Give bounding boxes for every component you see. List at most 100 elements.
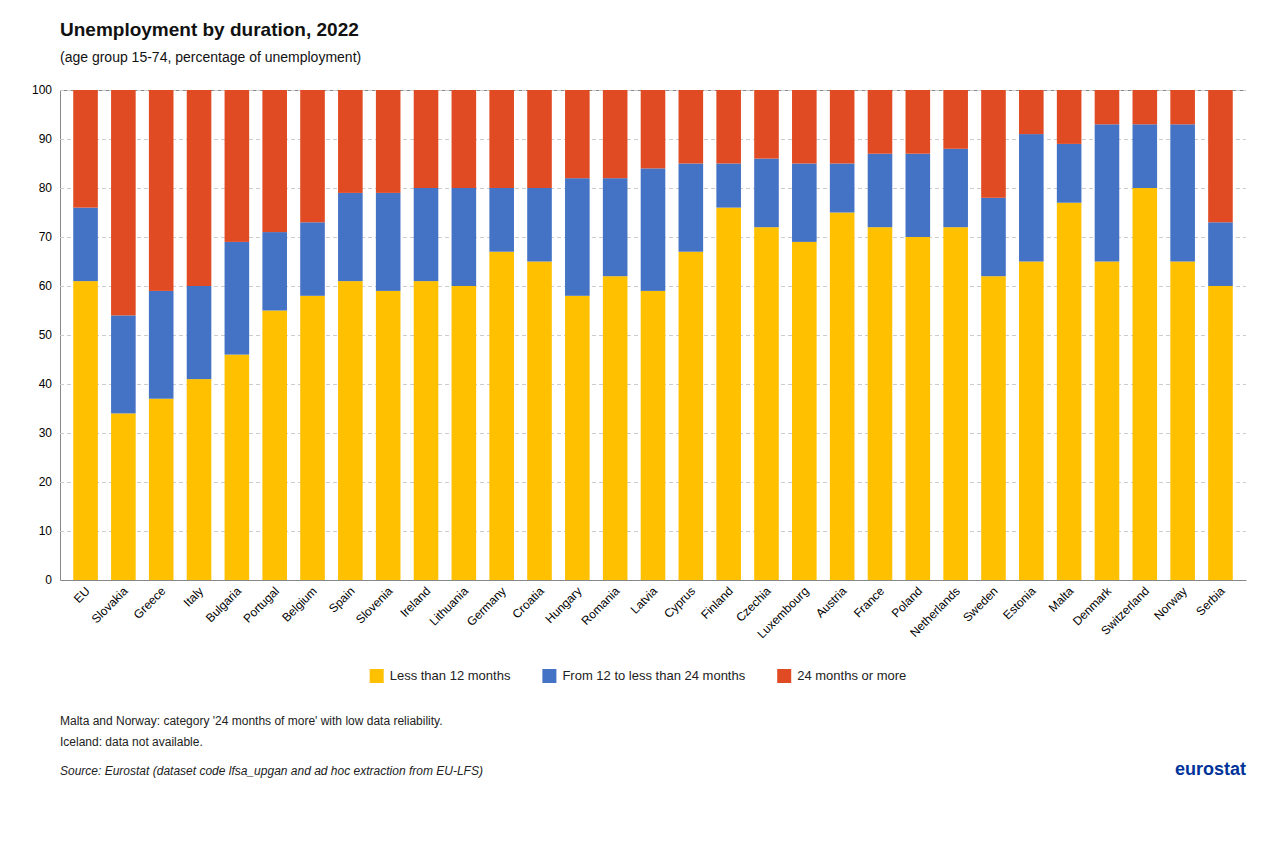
legend-label: 24 months or more [797,668,906,683]
bar [565,90,590,178]
bar [868,154,893,228]
x-tick-label: Spain [326,584,358,616]
bar [603,90,628,178]
bar [187,379,212,580]
bar [792,242,817,580]
y-tick-label: 60 [39,279,53,293]
bar [111,413,136,580]
x-tick: Malta [1046,580,1077,615]
bar [792,164,817,242]
y-tick-label: 10 [39,524,53,538]
bar [300,222,325,295]
y-tick-label: 100 [32,83,52,97]
x-tick: Austria [813,580,850,620]
x-tick: Estonia [1000,580,1038,622]
x-axis: EUSlovakiaGreeceItalyBulgariaPortugalBel… [61,580,1247,641]
legend: Less than 12 months From 12 to less than … [370,668,907,683]
title: Unemployment by duration, 2022 [60,19,359,40]
bar [1133,124,1158,188]
x-tick-label: Croatia [509,584,546,621]
legend-swatch [370,669,384,683]
bar [641,291,666,580]
y-tick-label: 90 [39,132,53,146]
axis-domain [61,91,1247,581]
bar [338,281,363,580]
x-tick: Romania [579,580,623,628]
x-tick: Germany [464,580,509,629]
x-tick: Portugal [240,580,282,626]
bar [1095,124,1120,261]
x-tick: Slovakia [89,580,131,626]
bar [73,208,98,282]
legend-label: Less than 12 months [390,668,511,683]
x-tick: Lithuania [427,580,472,628]
x-tick-label: Greece [131,584,169,622]
bar [1208,90,1233,222]
bar [225,90,250,242]
bar [754,159,779,228]
bar [943,90,968,149]
bar [1170,124,1195,261]
x-tick: Spain [326,580,358,616]
x-tick-label: France [851,584,888,621]
grid-line [60,580,1246,581]
x-tick: Cyprus [661,580,698,621]
x-tick-label: Cyprus [661,584,698,621]
bar [1095,262,1120,581]
footnote: Iceland: data not available. [60,735,203,749]
x-tick: Ireland [397,580,433,620]
x-tick: Belgium [279,580,320,625]
bar [754,90,779,159]
x-tick: Switzerland [1098,580,1152,638]
bar [376,291,401,580]
bar [187,90,212,286]
bar [111,90,136,315]
x-tick-label: Slovenia [353,584,396,627]
bar [414,281,439,580]
bar [565,296,590,580]
legend-item: From 12 to less than 24 months [542,668,745,683]
bar [262,232,287,310]
bar [376,193,401,291]
x-tick: Luxembourg [754,580,811,641]
bar [716,90,741,164]
chart: Unemployment by duration, 2022 (age group… [0,0,1276,852]
bar [1170,90,1195,124]
x-tick-label: Germany [464,584,509,629]
bar [641,168,666,291]
legend-swatch [777,669,791,683]
x-tick-label: Finland [698,584,736,622]
bar [300,296,325,580]
x-tick-label: Belgium [279,584,320,625]
bar [1019,262,1044,581]
x-tick-label: Estonia [1000,584,1038,622]
x-tick-label: Bulgaria [203,584,244,625]
bar [1057,90,1082,144]
subtitle: (age group 15-74, percentage of unemploy… [60,49,361,65]
bar [452,90,477,188]
bar [187,286,212,379]
x-tick: Sweden [960,580,1001,625]
bar [716,208,741,580]
bars [73,90,1233,580]
bar [754,227,779,580]
legend-label: From 12 to less than 24 months [562,668,745,683]
bar [225,355,250,580]
bar [489,90,514,188]
x-tick: EU [71,580,93,606]
bar [376,90,401,193]
bar [1095,90,1120,124]
x-tick-label: Poland [889,584,925,620]
x-tick: Slovenia [353,580,396,627]
x-tick-label: Serbia [1193,584,1228,619]
bar [830,213,855,581]
x-tick: Serbia [1193,580,1228,619]
y-tick-label: 50 [39,328,53,342]
bar [981,198,1006,276]
bar [1019,90,1044,134]
x-tick: Poland [889,580,925,620]
x-tick-label: Hungary [543,584,585,626]
bar [1057,203,1082,580]
bar [830,164,855,213]
bar [338,193,363,281]
